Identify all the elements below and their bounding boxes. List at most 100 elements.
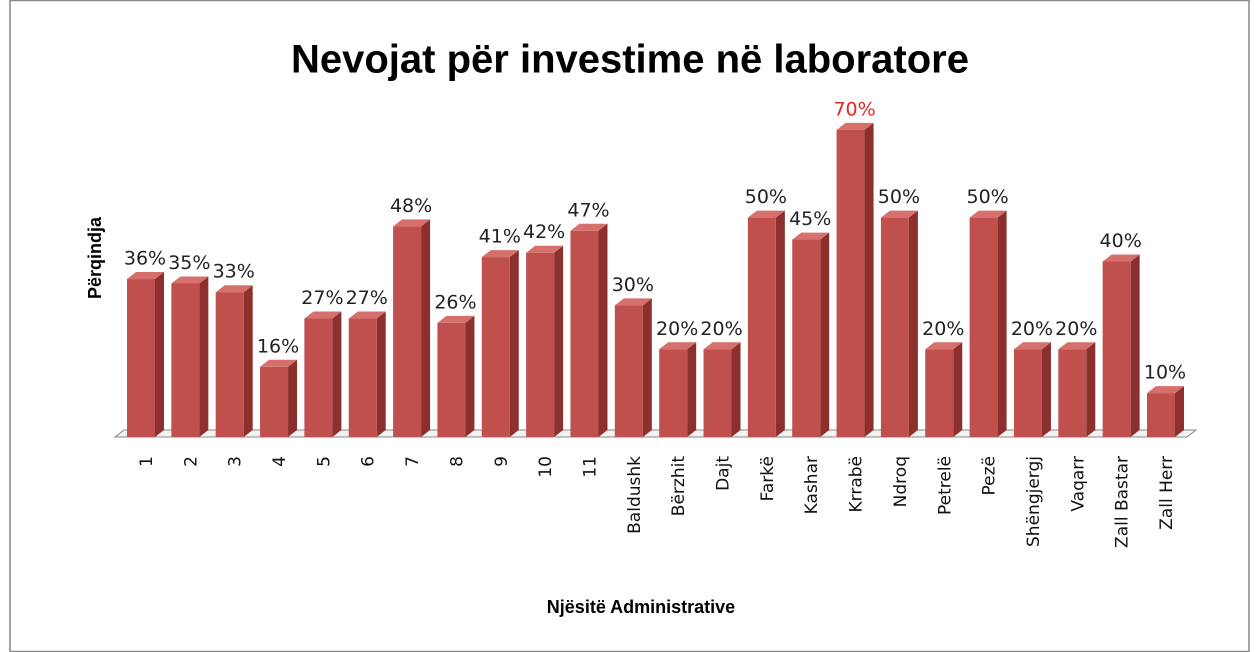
x-tick-label: Kashar — [802, 456, 822, 514]
x-tick-label: Farkë — [758, 456, 778, 501]
bar-side — [820, 232, 830, 437]
value-label: 42% — [523, 221, 565, 243]
bar-top — [481, 250, 519, 258]
bar-side — [1130, 254, 1140, 437]
bar-side — [687, 342, 697, 437]
value-label: 16% — [257, 335, 299, 357]
bar-side — [199, 276, 209, 437]
value-label: 27% — [301, 287, 343, 309]
bar-side — [1086, 342, 1096, 437]
bar — [348, 318, 377, 437]
bar-top — [659, 342, 697, 350]
bar — [171, 283, 200, 437]
x-tick-label: Zall Herr — [1157, 456, 1177, 530]
bar — [393, 226, 422, 437]
x-tick-label: 3 — [226, 456, 246, 467]
bar-top — [127, 272, 164, 280]
value-label: 35% — [168, 252, 210, 274]
x-tick-label: Krrabë — [847, 456, 867, 513]
bar — [969, 217, 998, 437]
bar — [127, 279, 155, 437]
value-label: 48% — [390, 195, 432, 217]
x-tick-label: 9 — [492, 456, 512, 467]
bar-side — [642, 298, 652, 437]
bar-top — [304, 311, 342, 319]
bar-side — [332, 311, 342, 437]
x-tick-label: Petrelë — [935, 456, 955, 515]
bar — [1147, 393, 1175, 437]
bar-side — [598, 223, 608, 437]
value-label: 27% — [346, 287, 388, 309]
x-tick-label: Baldushk — [625, 456, 645, 534]
bar — [215, 292, 244, 437]
chart-title: Nevojat për investime në laboratore — [291, 38, 969, 82]
bar-top — [570, 223, 608, 231]
value-label: 20% — [700, 318, 742, 340]
bar-top — [1013, 342, 1051, 350]
bar-side — [509, 250, 519, 437]
bar-top — [614, 298, 652, 306]
value-label: 20% — [656, 318, 698, 340]
x-tick-label: 11 — [580, 456, 600, 478]
x-tick-label: 6 — [359, 456, 379, 467]
x-tick-label: 7 — [403, 456, 423, 467]
bar-side — [953, 342, 963, 437]
y-axis-label: Përqindja — [85, 216, 105, 299]
x-axis-label: Njësitë Administrative — [547, 597, 735, 617]
bar-side — [1041, 342, 1051, 437]
bar — [1013, 349, 1042, 437]
value-label: 33% — [213, 261, 255, 283]
value-label: 20% — [922, 318, 964, 340]
x-tick-label: 1 — [137, 456, 157, 467]
bar-side — [908, 210, 918, 437]
value-label: 41% — [479, 226, 521, 248]
x-tick-label: Vaqarr — [1068, 456, 1088, 512]
bar-top — [171, 276, 209, 284]
value-label: 10% — [1144, 362, 1186, 384]
bar-top — [969, 210, 1007, 218]
bar — [570, 230, 599, 437]
bar-top — [215, 285, 253, 293]
bar-top — [1102, 254, 1140, 262]
bar — [481, 257, 510, 437]
bar-side — [864, 122, 874, 437]
bar — [792, 239, 821, 437]
value-label: 20% — [1055, 318, 1097, 340]
x-tick-label: 4 — [270, 456, 290, 467]
bar-top — [1058, 342, 1096, 350]
value-label: 20% — [1011, 318, 1053, 340]
x-tick-label: Shëngjergj — [1024, 456, 1044, 547]
bar-side — [288, 359, 298, 437]
bar — [659, 349, 688, 437]
x-tick-label: 5 — [314, 456, 334, 467]
value-label: 50% — [878, 186, 920, 208]
bar-side — [243, 285, 253, 437]
value-label: 50% — [745, 186, 787, 208]
x-tick-label: Dajt — [714, 456, 734, 491]
value-label: 30% — [612, 274, 654, 296]
bar-side — [465, 315, 475, 437]
bar-top — [836, 122, 874, 130]
value-label: 47% — [567, 199, 609, 221]
bar — [526, 252, 555, 437]
bar-top — [792, 232, 830, 240]
x-tick-label: 2 — [181, 456, 201, 467]
bar-top — [393, 219, 431, 227]
bar-side — [155, 272, 164, 437]
bar-top — [348, 311, 386, 319]
bar — [925, 349, 954, 437]
value-label: 50% — [966, 186, 1008, 208]
bar-top — [260, 359, 298, 367]
bar-side — [775, 210, 785, 437]
bar-top — [1147, 386, 1184, 394]
x-tick-label: Zall Bastar — [1113, 456, 1133, 548]
bar — [836, 129, 865, 437]
x-tick-label: Ndroq — [891, 456, 911, 507]
bar — [880, 217, 909, 437]
x-tick-label: Pezë — [980, 456, 1000, 496]
bar-top — [747, 210, 785, 218]
bar-side — [376, 311, 386, 437]
bar — [260, 366, 289, 437]
bar — [437, 322, 466, 437]
